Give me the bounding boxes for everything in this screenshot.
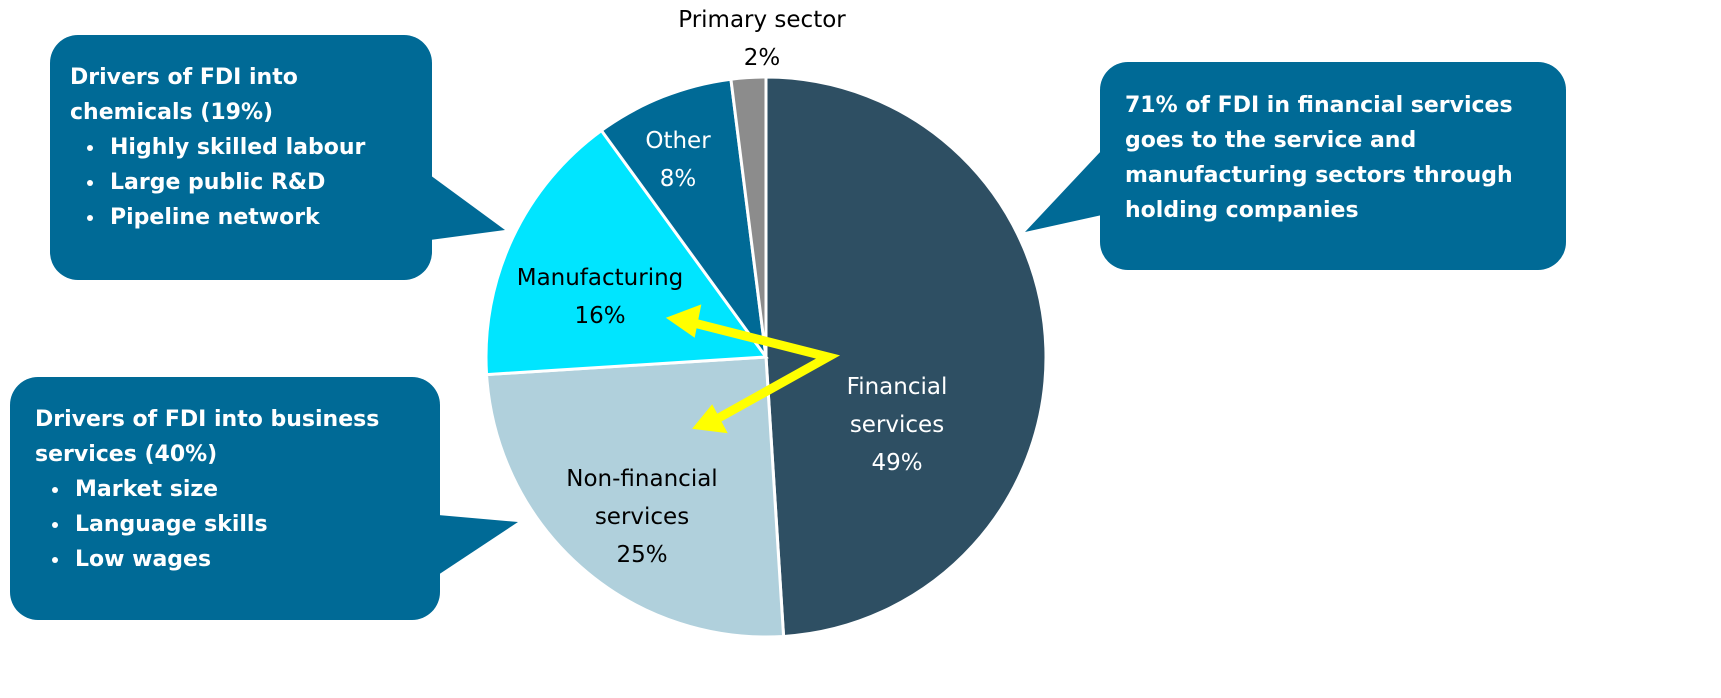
callout-item: Language skills: [71, 507, 425, 542]
pie-slice: [599, 77, 768, 358]
slice-value: 16%: [574, 303, 626, 329]
slice-name: Manufacturing: [516, 265, 684, 291]
slice-label: Primary sector 2%: [632, 1, 892, 77]
callout-item: Low wages: [71, 542, 425, 577]
arrow-head: [665, 304, 702, 338]
slice-value: 2%: [743, 45, 781, 71]
slice-label: Non-financial services 25%: [532, 460, 752, 574]
slice-label: Manufacturing 16%: [490, 259, 710, 335]
slice-value: 25%: [616, 542, 668, 568]
slice-value: 49%: [871, 450, 923, 476]
slice-label: Financial services 49%: [827, 368, 967, 482]
slice-name: Financial services: [846, 374, 948, 438]
callout-list: Highly skilled labourLarge public R&DPip…: [70, 130, 390, 235]
callout: Drivers of FDI into chemicals (19%)Highl…: [70, 60, 390, 235]
callout-box: [10, 377, 440, 620]
arrow-shaft: [688, 317, 841, 424]
callout-box: [1100, 62, 1566, 270]
callout-pointer: [438, 515, 518, 575]
callout: 71% of FDI in financial services goes to…: [1125, 88, 1555, 228]
slice-name: Non-financial services: [566, 466, 718, 530]
arrows: [665, 304, 841, 434]
slice-name: Primary sector: [678, 7, 846, 33]
pie-slice: [729, 75, 768, 358]
callout-text: 71% of FDI in financial services goes to…: [1125, 93, 1513, 223]
callout-pointer: [1025, 150, 1102, 232]
slice-name: Other: [645, 128, 711, 154]
callout: Drivers of FDI into business services (4…: [35, 402, 425, 577]
callout-item: Large public R&D: [106, 165, 390, 200]
slice-value: 8%: [659, 166, 697, 192]
slice-label: Other 8%: [628, 122, 728, 198]
arrow-head: [692, 404, 728, 434]
pie-slice: [764, 75, 1048, 639]
callout-text: Drivers of FDI into chemicals (19%): [70, 65, 298, 125]
callout-pointer: [430, 175, 505, 240]
callout-list: Market sizeLanguage skillsLow wages: [35, 472, 425, 577]
callout-shapes: [10, 35, 1566, 620]
callout-box: [50, 35, 432, 280]
callout-item: Highly skilled labour: [106, 130, 390, 165]
callout-text: Drivers of FDI into business services (4…: [35, 407, 380, 467]
callout-item: Pipeline network: [106, 200, 390, 235]
callout-item: Market size: [71, 472, 425, 507]
